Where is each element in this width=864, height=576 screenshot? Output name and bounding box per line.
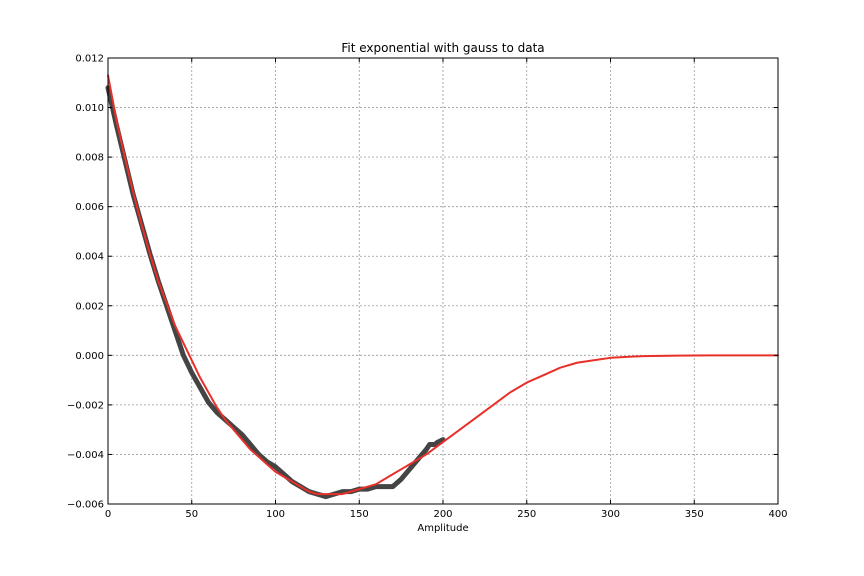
x-tick-label: 150 bbox=[350, 509, 369, 520]
y-tick-label: 0.004 bbox=[75, 252, 104, 263]
x-tick-label: 300 bbox=[601, 509, 620, 520]
y-tick-label: 0.010 bbox=[75, 103, 104, 114]
x-tick-label: 0 bbox=[105, 509, 111, 520]
y-tick-label: −0.004 bbox=[67, 450, 104, 461]
y-tick-label: 0.006 bbox=[75, 202, 104, 213]
y-tick-label: 0.012 bbox=[75, 54, 104, 65]
x-tick-label: 100 bbox=[266, 509, 285, 520]
series-layer bbox=[105, 74, 779, 500]
x-tick-label: 400 bbox=[768, 509, 787, 520]
y-tick-label: 0.008 bbox=[75, 153, 104, 164]
axis-ticks: 0 50 100 150 200 250 300 350 400 −0.006 −0.004 −0.0… bbox=[67, 54, 788, 521]
y-tick-label: 0.002 bbox=[75, 301, 104, 312]
x-tick-label: 250 bbox=[517, 509, 536, 520]
x-tick-label: 50 bbox=[185, 509, 198, 520]
chart-title: Fit exponential with gauss to data bbox=[341, 41, 544, 55]
y-tick-label: 0.000 bbox=[75, 351, 104, 362]
x-axis-label: Amplitude bbox=[417, 523, 468, 534]
y-tick-label: −0.002 bbox=[67, 400, 104, 411]
x-tick-label: 200 bbox=[433, 509, 452, 520]
series-line-2 bbox=[107, 74, 779, 496]
y-tick-label: −0.006 bbox=[67, 500, 104, 511]
x-tick-label: 350 bbox=[685, 509, 704, 520]
